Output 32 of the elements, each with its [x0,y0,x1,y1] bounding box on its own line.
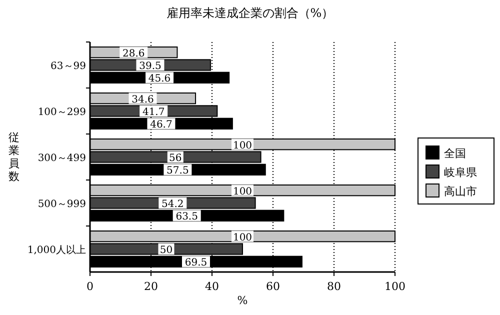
legend-label: 高山市 [444,185,477,198]
y-tick-label: 500～999 [38,199,86,210]
data-label: 39.5 [139,61,162,72]
y-tick-label: 300～499 [38,153,86,164]
x-tick-label: 100 [384,280,406,293]
x-axis-title: % [237,294,248,307]
x-tick-label: 0 [86,280,94,293]
data-label: 50 [160,245,173,256]
data-label: 28.6 [122,48,145,60]
data-label: 45.6 [148,74,171,85]
data-label: 57.5 [166,166,189,177]
y-axis-title: 従業員数 [8,131,20,183]
legend-label: 全国 [444,147,466,160]
data-label: 100 [232,140,252,152]
data-label: 41.7 [142,107,165,118]
data-label: 54.2 [162,199,184,210]
x-tick-label: 40 [205,280,219,293]
data-label: 100 [232,186,252,198]
data-label: 100 [232,232,252,244]
data-label: 69.5 [184,258,208,269]
data-label: 46.7 [150,120,172,131]
y-tick-label: 1,000人以上 [27,244,86,256]
chart-title: 雇用率未達成企業の割合（%） [166,6,334,20]
x-tick-label: 60 [266,280,280,293]
x-tick-label: 80 [327,280,341,293]
x-tick-label: 20 [144,280,158,293]
data-label: 56 [169,153,182,164]
data-label: 34.6 [132,94,154,106]
data-label: 63.5 [176,212,198,223]
legend-label: 岐阜県 [444,166,477,179]
y-tick-label: 63～99 [50,61,86,72]
y-tick-label: 100～299 [38,107,86,118]
